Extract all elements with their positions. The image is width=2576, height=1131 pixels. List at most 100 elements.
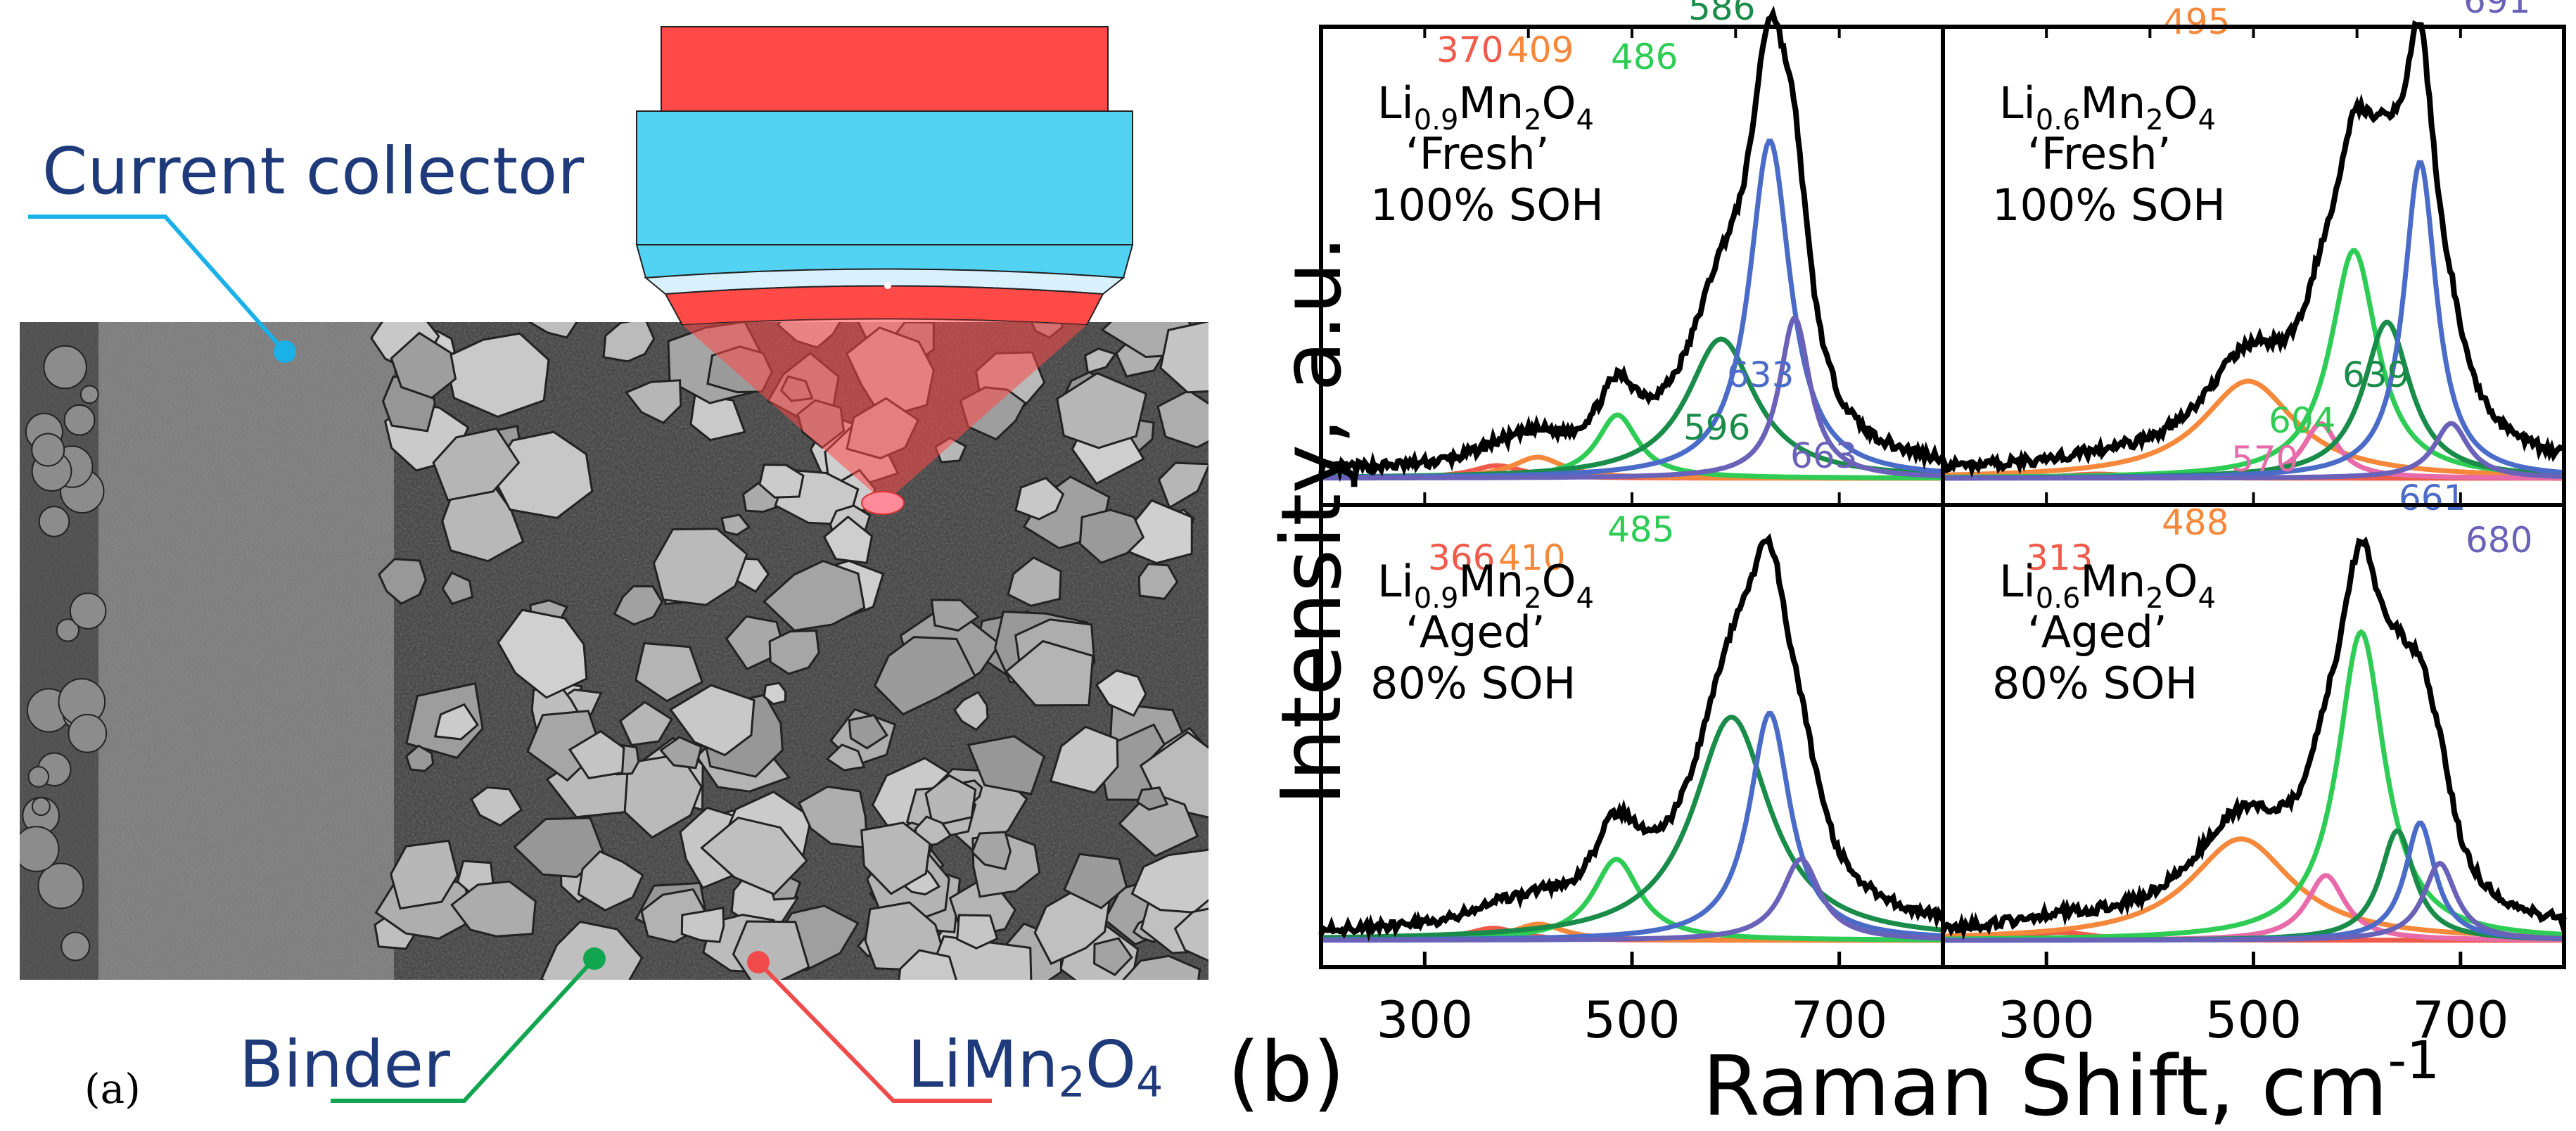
peak-label-570: 570 [2231,439,2298,480]
sample-state: ‘Fresh’ [1405,128,1549,179]
sem-particle [680,906,725,943]
sem-particle [860,822,931,895]
sem-particle [1063,852,1128,909]
peak-label-633: 633 [1727,354,1794,395]
sem-particle [528,322,578,339]
sem-particle [1156,389,1209,449]
component-peak-633 [1321,710,1944,942]
sem-particle [497,608,588,699]
sample-formula: Li0.9Mn2O4 [1377,556,1594,615]
microscope-objective [635,26,1134,515]
sem-particle [971,831,1012,871]
raman-subplot-2: 350495565597629661691Li0.6Mn2O4‘Fresh’10… [1940,0,2565,481]
sem-particle [1056,371,1148,449]
sem-particle [1004,639,1095,707]
sem-particle [1049,725,1119,794]
envelope-spectrum [1940,536,2567,940]
x-axis-label: Raman Shift, cm-1 [1702,1030,2440,1131]
sem-particle [873,636,977,716]
sem-particle [441,480,525,563]
binder-marker [583,947,606,970]
component-peak-691 [1943,421,2565,481]
peak-label-661: 661 [2399,478,2466,518]
raman-plot-grid: 370409486586633657Li0.9Mn2O4‘Fresh’100% … [1318,0,2567,1049]
sample-soh: 80% SOH [1992,658,2198,709]
peak-label-691: 691 [2463,0,2530,21]
envelope-spectrum [1940,20,2565,478]
sem-particle [768,630,820,675]
peak-label-488: 488 [2162,502,2229,543]
sem-particle [822,515,874,565]
sem-particle [433,703,479,741]
peak-label-663: 663 [1790,435,1857,476]
objective-top [661,26,1109,112]
sem-particle [930,599,981,632]
sem-particle [444,332,550,418]
sem-micrograph [20,322,1209,980]
sem-particle [635,641,704,703]
peak-label-639: 639 [2342,354,2409,395]
laser-cone [682,319,1087,503]
sem-particle [404,744,435,772]
peak-label-657: 657 [1794,0,1861,7]
sem-particle [31,797,51,817]
binder-label: Binder [239,1027,450,1102]
objective-body [636,110,1133,245]
sem-particle [1014,476,1065,520]
sem-particle [470,786,523,827]
panel-a-label: (a) [84,1065,141,1113]
sem-particle [758,464,805,499]
panel-b-label: (b) [1228,1023,1345,1120]
sem-particle [700,816,808,896]
sample-soh: 100% SOH [1992,179,2226,231]
sem-particle [441,571,474,606]
component-peak-495 [1942,378,2565,478]
sem-particle [56,618,79,642]
sem-particle [1137,563,1179,600]
limn2o4-marker [747,951,770,973]
sem-particle [1136,786,1169,811]
sem-particle [762,559,866,632]
peak-label-495: 495 [2163,1,2230,42]
laser-focus-dot [884,282,891,289]
sem-particle [1093,937,1133,976]
y-axis-label: Intensity, a.u. [1263,236,1360,806]
sem-particle [450,880,537,938]
sem-particle [1095,669,1147,717]
sem-particle [720,513,751,537]
sem-particle [602,322,656,363]
sem-particle [37,862,84,909]
sem-particle [1007,556,1062,607]
callouts: Current collector Binder LiMn2O4 [28,134,1163,1107]
sem-particle [1122,954,1201,980]
peak-label-366: 366 [1428,537,1495,578]
x-tick-label: 300 [1377,990,1473,1049]
current-collector-marker [274,340,296,363]
peak-label-485: 485 [1607,509,1674,550]
sem-particle [390,839,459,910]
sem-particle [669,684,755,757]
sem-particle [798,785,869,850]
sample-soh: 80% SOH [1370,658,1576,709]
envelope-spectrum [1318,5,1946,483]
sem-particle [1157,461,1209,509]
sem-particle [1083,347,1117,374]
limn2o4-label: LiMn2O4 [907,1027,1163,1107]
sem-particle [79,385,99,404]
sample-formula: Li0.9Mn2O4 [1377,77,1594,136]
peak-label-565: 565 [2237,0,2304,7]
sem-particle [69,592,107,630]
sem-particle [763,682,787,705]
peak-label-486: 486 [1611,37,1678,77]
binder-leader [331,957,597,1103]
x-tick-label: 500 [1583,990,1680,1049]
sample-state: ‘Aged’ [1405,606,1545,658]
sem-particle [60,931,91,961]
sample-formula: Li0.6Mn2O4 [1999,77,2216,136]
panel-a-schematic: Current collector Binder LiMn2O4 (a) [20,26,1209,1113]
x-tick-label: 300 [1998,990,2094,1049]
x-tick-label: 500 [2205,990,2302,1049]
sem-particle [68,713,108,753]
